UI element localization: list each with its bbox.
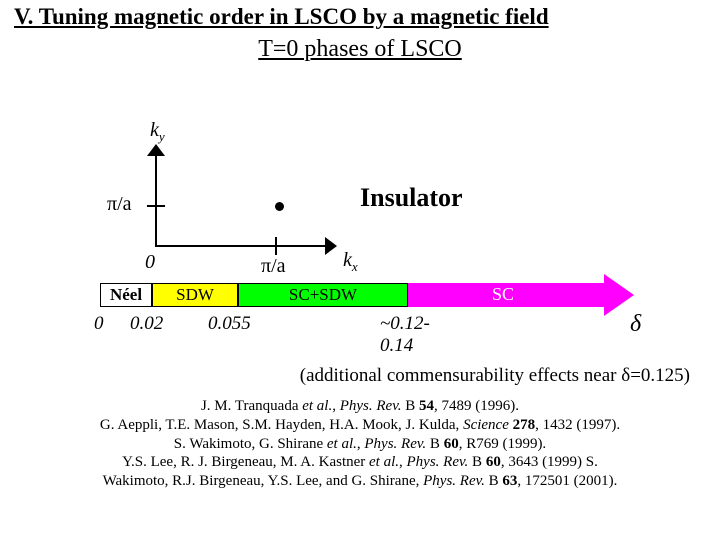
phase-tick: 0.02 (130, 313, 163, 335)
phase-diagram-arrow: NéelSDWSC+SDW SC 0 0.02 0.055 ~0.12-0.14 δ (0, 275, 720, 355)
phase-seg-n-el: Néel (100, 283, 152, 307)
phase-tick: 0.055 (208, 313, 251, 335)
insulator-label: Insulator (360, 183, 463, 213)
x-axis (155, 245, 325, 247)
ref-line: J. M. Tranquada et al., Phys. Rev. B 54,… (0, 397, 720, 416)
x-axis-label: kx (343, 249, 358, 275)
y-axis-label: ky (150, 119, 165, 145)
y-tick (147, 205, 165, 207)
phase-arrow-head (604, 274, 634, 316)
phase-tick: ~0.12-0.14 (380, 313, 430, 357)
note-suffix: =0.125) (630, 365, 690, 386)
phase-seg-sdw: SDW (152, 283, 238, 307)
axes-diagram: π/aπ/a0kykxInsulator (0, 65, 720, 275)
subtitle: T=0 phases of LSCO (0, 36, 720, 63)
y-tick-label: π/a (107, 193, 132, 216)
y-axis (155, 153, 157, 245)
phase-delta: δ (630, 311, 641, 338)
ref-line: S. Wakimoto, G. Shirane et al., Phys. Re… (0, 435, 720, 454)
y-axis-arrow (147, 144, 165, 156)
note-text: (additional commensurability effects nea… (300, 365, 621, 386)
ref-line: Wakimoto, R.J. Birgeneau, Y.S. Lee, and … (0, 472, 720, 491)
brillouin-point (275, 202, 284, 211)
phase-tick: 0 (94, 313, 104, 335)
references: J. M. Tranquada et al., Phys. Rev. B 54,… (0, 397, 720, 491)
phase-seg-sc-sdw: SC+SDW (238, 283, 408, 307)
x-tick (275, 237, 277, 255)
ref-line: Y.S. Lee, R. J. Birgeneau, M. A. Kastner… (0, 453, 720, 472)
origin-label: 0 (145, 251, 155, 274)
ref-line: G. Aeppli, T.E. Mason, S.M. Hayden, H.A.… (0, 416, 720, 435)
commensurability-note: (additional commensurability effects nea… (0, 365, 720, 387)
section-title: V. Tuning magnetic order in LSCO by a ma… (0, 0, 720, 34)
phase-seg-sc: SC (492, 284, 514, 305)
note-delta: δ (621, 365, 630, 386)
x-axis-arrow (325, 237, 337, 255)
